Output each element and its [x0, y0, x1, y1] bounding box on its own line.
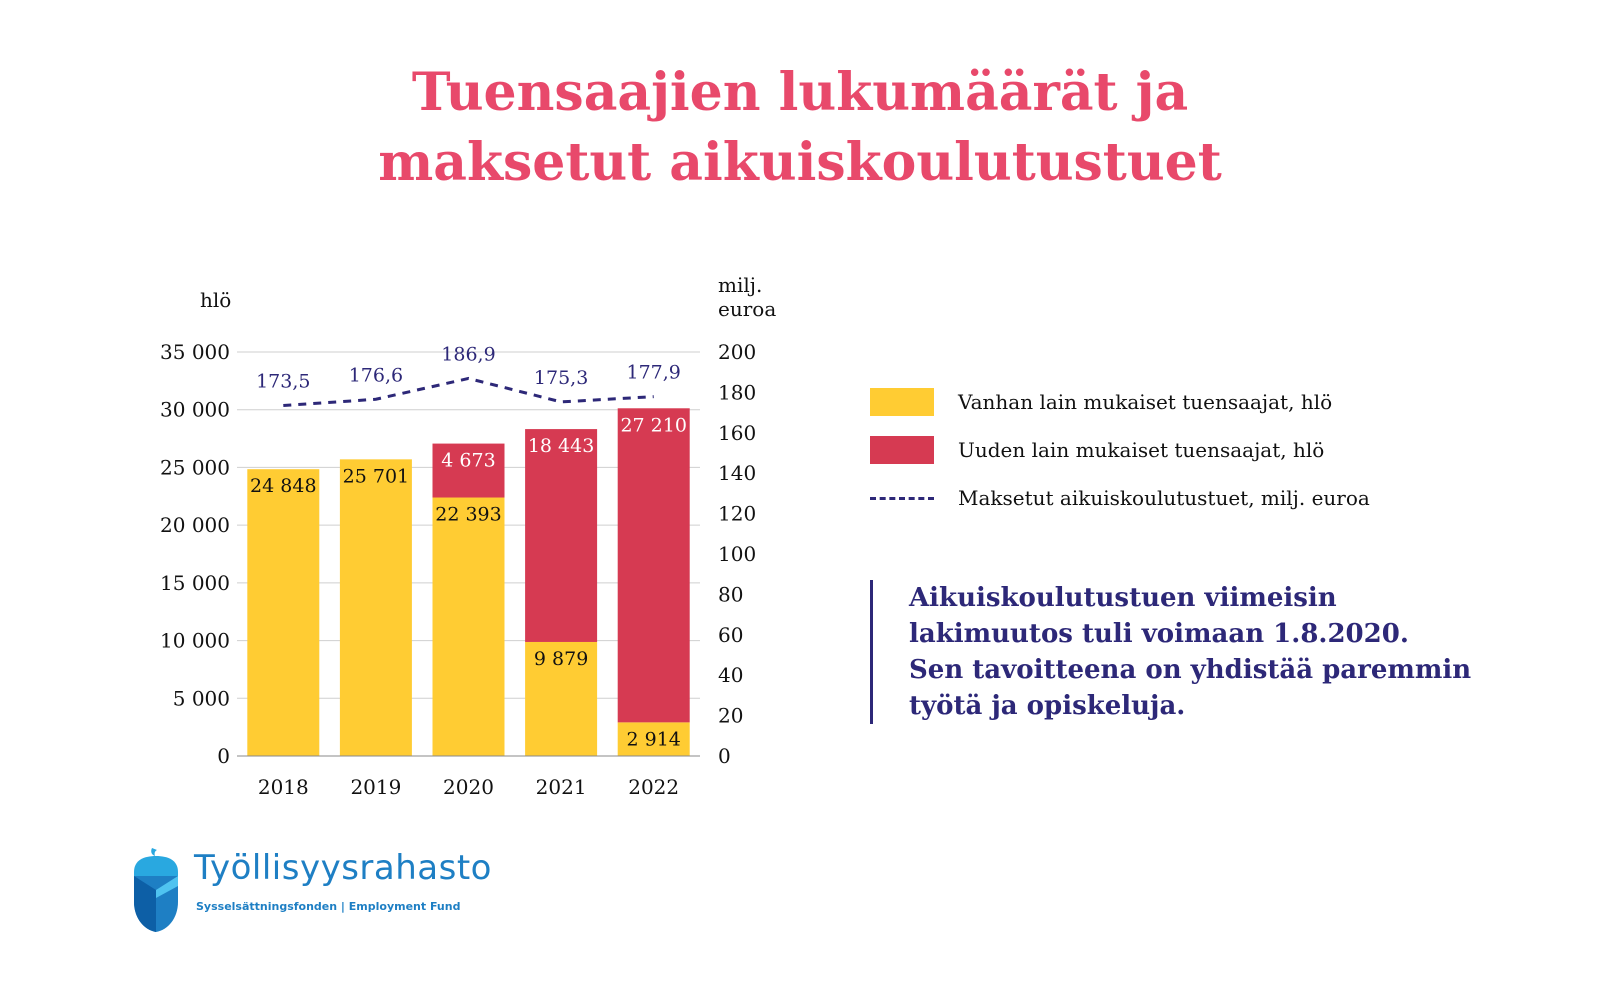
legend-dashed-line — [870, 496, 934, 500]
bar-old-law-label: 22 393 — [435, 504, 501, 526]
note-line-4: työtä ja opiskeluja. — [909, 691, 1186, 721]
y-right-tick-label: 0 — [718, 744, 731, 768]
y-right-tick-label: 200 — [718, 340, 756, 364]
legend-label-funding: Maksetut aikuiskoulutustuet, milj. euroa — [958, 486, 1370, 510]
legend-label-old-law: Vanhan lain mukaiset tuensaajat, hlö — [958, 390, 1333, 414]
y-left-tick-label: 25 000 — [160, 455, 230, 479]
funding-value-label: 177,9 — [626, 362, 680, 384]
y-right-tick-label: 80 — [718, 582, 743, 606]
bar-new-law-label: 4 673 — [441, 450, 495, 472]
y-right-tick-label: 120 — [718, 502, 756, 526]
y-right-tick-label: 40 — [718, 663, 743, 687]
bar-new-law — [617, 408, 690, 723]
x-tick-label: 2022 — [628, 775, 679, 799]
x-tick-label: 2019 — [350, 775, 401, 799]
bar-old-law — [339, 459, 412, 756]
funding-value-label: 176,6 — [349, 364, 403, 386]
bar-old-law-label: 24 848 — [250, 475, 316, 497]
funding-value-label: 173,5 — [256, 371, 310, 393]
y-left-tick-label: 5 000 — [173, 686, 230, 710]
y-right-tick-label: 180 — [718, 380, 756, 404]
funding-value-label: 186,9 — [441, 343, 495, 365]
bar-old-law — [617, 722, 690, 756]
bar-old-law — [247, 469, 320, 756]
y-right-tick-label: 140 — [718, 461, 756, 485]
acorn-icon — [134, 848, 178, 932]
y-left-tick-label: 10 000 — [160, 629, 230, 653]
legend-swatch-old-law — [870, 388, 934, 416]
legend-item-funding: Maksetut aikuiskoulutustuet, milj. euroa — [870, 474, 1370, 522]
page-title: Tuensaajien lukumäärät ja maksetut aikui… — [0, 58, 1600, 198]
tyollisyysrahasto-logo: Työllisyysrahasto Sysselsättningsfonden … — [130, 846, 520, 936]
y-left-tick-label: 20 000 — [160, 513, 230, 537]
legend-swatch-new-law — [870, 436, 934, 464]
y-left-tick-label: 35 000 — [160, 340, 230, 364]
bar-old-law-label: 2 914 — [626, 728, 680, 750]
logo-subtitle: Sysselsättningsfonden | Employment Fund — [196, 900, 461, 913]
axes: 0 5 000 10 000 15 000 20 000 25 000 30 000 35 0… — [160, 273, 776, 799]
y-right-axis-title: milj. — [718, 273, 762, 297]
bar-new-law — [432, 443, 505, 498]
note-line-1: Aikuiskoulutustuen viimeisin — [909, 583, 1337, 613]
y-right-tick-label: 20 — [718, 704, 743, 728]
y-right-axis-title: euroa — [718, 297, 776, 321]
funding-line — [283, 376, 654, 408]
y-right-tick-label: 100 — [718, 542, 756, 566]
y-left-tick-label: 30 000 — [160, 398, 230, 422]
title-line-2: maksetut aikuiskoulutustuet — [378, 132, 1222, 193]
x-tick-label: 2020 — [443, 775, 494, 799]
note-line-3: Sen tavoitteena on yhdistää paremmin — [909, 655, 1472, 685]
x-tick-label: 2018 — [258, 775, 309, 799]
note-line-2: lakimuutos tuli voimaan 1.8.2020. — [909, 619, 1409, 649]
funding-value-label: 175,3 — [534, 367, 588, 389]
bar-line-chart: 24 848 25 701 4 673 22 393 18 443 9 879 27 210… — [160, 273, 776, 799]
x-tick-label: 2021 — [536, 775, 587, 799]
value-labels: 24 848 25 701 4 673 22 393 18 443 9 879 27 210… — [250, 343, 687, 750]
y-right-tick-label: 60 — [718, 623, 743, 647]
bar-old-law-label: 9 879 — [534, 648, 588, 670]
legend-item-old-law: Vanhan lain mukaiset tuensaajat, hlö — [870, 378, 1370, 426]
bar-new-law — [525, 429, 598, 642]
legend: Vanhan lain mukaiset tuensaajat, hlö Uud… — [870, 378, 1370, 522]
legend-item-new-law: Uuden lain mukaiset tuensaajat, hlö — [870, 426, 1370, 474]
logo-name: Työllisyysrahasto — [194, 848, 492, 888]
bar-new-law-label: 27 210 — [620, 414, 686, 436]
y-left-tick-label: 15 000 — [160, 571, 230, 595]
bar-old-law-label: 25 701 — [343, 465, 409, 487]
bar-new-law-label: 18 443 — [528, 435, 594, 457]
bar-old-law — [525, 641, 598, 756]
y-right-tick-label: 160 — [718, 421, 756, 445]
title-line-1: Tuensaajien lukumäärät ja — [411, 62, 1189, 123]
y-left-axis-title: hlö — [200, 288, 231, 312]
funding-dashed-line — [283, 376, 654, 408]
bar-old-law — [432, 497, 505, 756]
law-change-note: Aikuiskoulutustuen viimeisin lakimuutos … — [870, 580, 1529, 724]
legend-label-new-law: Uuden lain mukaiset tuensaajat, hlö — [958, 438, 1325, 462]
bars — [247, 408, 690, 756]
y-left-tick-label: 0 — [217, 744, 230, 768]
